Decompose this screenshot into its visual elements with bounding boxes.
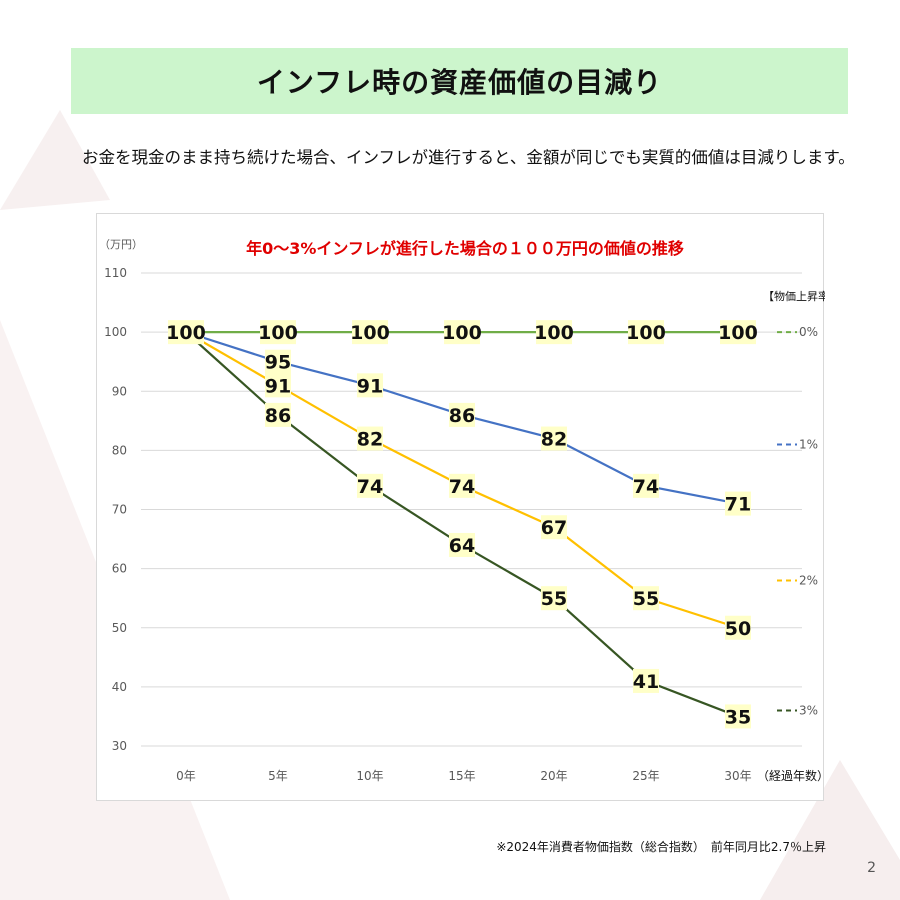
page-subtitle: お金を現金のまま持ち続けた場合、インフレが進行すると、金額が同じでも実質的価値は… (82, 148, 855, 167)
y-tick-label: 50 (112, 621, 127, 635)
data-label: 74 (633, 476, 659, 498)
data-label-bg (633, 473, 659, 498)
legend-label-3%: 3% (799, 704, 818, 718)
legend-label-0%: 0% (799, 325, 818, 339)
data-label-bg (725, 615, 751, 640)
x-tick-label: 15年 (448, 769, 475, 783)
data-label-bg (536, 320, 572, 345)
data-label-bg (265, 373, 291, 398)
data-label: 64 (449, 535, 475, 557)
data-label-bg (352, 320, 388, 345)
data-label: 67 (541, 517, 567, 539)
data-label: 100 (166, 322, 206, 344)
data-label-bg (628, 320, 664, 345)
footnote: ※2024年消費者物価指数（総合指数） 前年同月比2.7％上昇 (496, 840, 826, 854)
data-label-bg (260, 320, 296, 345)
y-tick-label: 40 (112, 680, 127, 694)
data-label-bg (541, 426, 567, 451)
data-label: 55 (541, 588, 567, 610)
data-label-bg (357, 373, 383, 398)
data-label: 100 (718, 322, 758, 344)
data-label-bg (449, 402, 475, 427)
data-label-bg (444, 320, 480, 345)
y-tick-label: 60 (112, 562, 127, 576)
title-banner: インフレ時の資産価値の目減り (71, 48, 848, 114)
data-label: 86 (265, 405, 291, 427)
data-label: 82 (357, 429, 383, 451)
y-tick-label: 90 (112, 384, 127, 398)
data-label-bg (541, 515, 567, 540)
chart-title: 年0〜3%インフレが進行した場合の１００万円の価値の推移 (246, 239, 684, 258)
y-tick-label: 70 (112, 503, 127, 517)
data-label-bg (541, 586, 567, 611)
data-label-bg (725, 704, 751, 729)
data-label-bg (725, 491, 751, 516)
x-axis-label: （経過年数） (757, 768, 825, 783)
y-tick-label: 110 (104, 266, 127, 280)
data-label-bg (633, 586, 659, 611)
x-tick-label: 30年 (724, 769, 751, 783)
page-title: インフレ時の資産価値の目減り (256, 66, 663, 99)
data-label: 74 (449, 476, 475, 498)
y-tick-label: 30 (112, 739, 127, 753)
data-label-bg (449, 532, 475, 557)
data-label: 100 (534, 322, 574, 344)
x-tick-label: 5年 (268, 769, 288, 783)
data-label-bg (265, 402, 291, 427)
data-label-bg (168, 320, 204, 345)
data-label: 91 (265, 375, 291, 397)
data-label: 82 (541, 429, 567, 451)
data-label-bg (357, 426, 383, 451)
data-label: 74 (357, 476, 383, 498)
legend-title: 【物価上昇率/年】 (763, 289, 825, 303)
data-label-bg (633, 668, 659, 693)
page-number: 2 (867, 860, 876, 876)
x-tick-label: 10年 (356, 769, 383, 783)
data-label: 100 (350, 322, 390, 344)
data-label: 100 (258, 322, 298, 344)
data-label: 86 (449, 405, 475, 427)
y-axis-unit-label: （万円） (99, 238, 143, 251)
data-label: 100 (626, 322, 666, 344)
data-label: 50 (725, 618, 751, 640)
legend-label-2%: 2% (799, 573, 818, 587)
data-label: 71 (725, 494, 751, 516)
inflation-line-chart: 年0〜3%インフレが進行した場合の１００万円の価値の推移 （万円） 30 40 50 60… (99, 238, 825, 783)
x-tick-label: 20年 (540, 769, 567, 783)
data-label: 35 (725, 706, 751, 728)
data-label: 100 (442, 322, 482, 344)
y-tick-label: 100 (104, 325, 127, 339)
chart-frame: 年0〜3%インフレが進行した場合の１００万円の価値の推移 （万円） 30 40 50 60… (96, 213, 825, 801)
y-tick-label: 80 (112, 443, 127, 457)
data-label: 55 (633, 588, 659, 610)
data-label: 41 (633, 671, 659, 693)
data-label: 95 (265, 352, 291, 374)
data-label-bg (449, 473, 475, 498)
x-tick-label: 25年 (632, 769, 659, 783)
data-label: 91 (357, 375, 383, 397)
data-label-bg (357, 473, 383, 498)
data-label-bg (265, 349, 291, 374)
legend-label-1%: 1% (799, 437, 818, 451)
x-tick-label: 0年 (176, 769, 196, 783)
data-label-bg (720, 320, 756, 345)
